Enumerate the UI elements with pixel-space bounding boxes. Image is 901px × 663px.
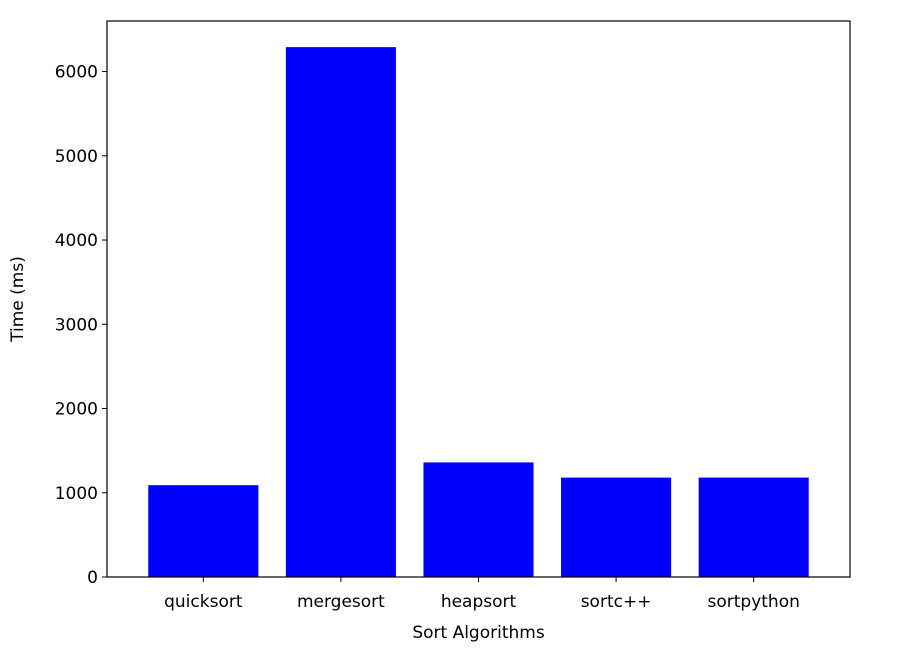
y-tick-label: 5000 bbox=[55, 147, 98, 167]
bar-sortpython bbox=[698, 477, 809, 577]
x-tick-label: heapsort bbox=[441, 592, 517, 612]
bar-mergesort bbox=[285, 47, 396, 577]
y-tick-label: 1000 bbox=[55, 484, 98, 504]
y-axis-label: Time (ms) bbox=[8, 256, 28, 343]
y-tick-label: 0 bbox=[87, 568, 98, 588]
bar-quicksort bbox=[148, 485, 259, 577]
x-tick-label: mergesort bbox=[297, 592, 385, 612]
y-tick-label: 4000 bbox=[55, 231, 98, 251]
x-tick-label: sortc++ bbox=[581, 592, 652, 612]
x-axis-label: Sort Algorithms bbox=[412, 623, 545, 643]
y-tick-label: 3000 bbox=[55, 315, 98, 335]
plot-area-frame bbox=[106, 20, 851, 578]
y-axis-ticks: 0 1000 2000 3000 4000 5000 6000 bbox=[55, 63, 107, 588]
x-tick-label: sortpython bbox=[707, 592, 799, 612]
y-tick-label: 6000 bbox=[55, 63, 98, 83]
x-axis-ticks: quicksort mergesort heapsort sortc++ sortpyt… bbox=[164, 577, 800, 612]
bars-group bbox=[148, 47, 809, 577]
x-tick-label: quicksort bbox=[164, 592, 243, 612]
bar-sortc- bbox=[561, 477, 672, 577]
bar-heapsort bbox=[423, 462, 534, 577]
y-tick-label: 2000 bbox=[55, 400, 98, 420]
